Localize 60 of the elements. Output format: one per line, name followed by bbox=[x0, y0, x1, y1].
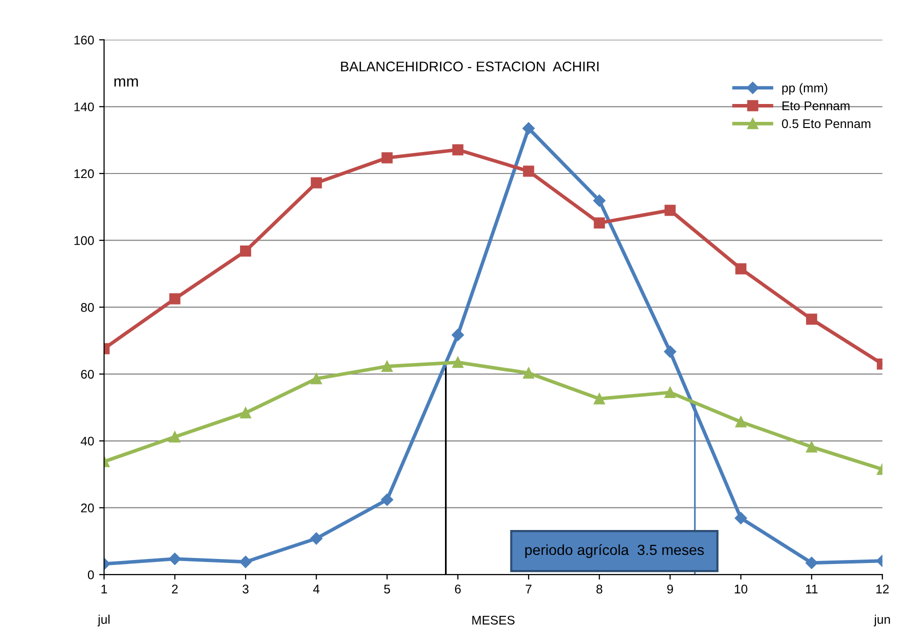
text: jul bbox=[98, 614, 110, 626]
y-tick-label: 40 bbox=[80, 436, 94, 446]
y-tick-label: 140 bbox=[74, 102, 94, 112]
legend-label: pp (mm) bbox=[782, 83, 828, 95]
y-tick-label: 160 bbox=[74, 36, 94, 44]
point bbox=[806, 314, 818, 325]
point bbox=[523, 166, 534, 177]
point bbox=[382, 152, 393, 164]
legend-label: 0.5 Eto Pennam bbox=[782, 119, 870, 128]
point bbox=[380, 494, 394, 506]
text: jun bbox=[874, 614, 890, 626]
point bbox=[522, 122, 535, 134]
y-tick-label: 20 bbox=[81, 504, 94, 512]
point bbox=[735, 263, 746, 274]
point bbox=[240, 245, 252, 257]
y-tick-label: 80 bbox=[80, 303, 94, 312]
point bbox=[452, 328, 464, 342]
point bbox=[169, 431, 180, 442]
x-tick-label: 8 bbox=[596, 584, 602, 594]
point bbox=[594, 393, 605, 404]
point bbox=[593, 194, 606, 207]
point bbox=[382, 360, 393, 372]
point bbox=[734, 512, 747, 524]
point bbox=[594, 217, 605, 229]
x-tick-label: 3 bbox=[242, 584, 249, 594]
y-tick-label: 0 bbox=[88, 570, 94, 580]
x-tick-label: 11 bbox=[806, 584, 818, 594]
y-tick-label: 60 bbox=[81, 370, 94, 379]
point bbox=[664, 346, 676, 358]
point bbox=[452, 356, 464, 368]
point bbox=[239, 556, 252, 568]
point bbox=[523, 367, 534, 379]
x-tick-label: 1 bbox=[102, 584, 107, 594]
point bbox=[735, 416, 746, 428]
y-tick-label: 120 bbox=[74, 169, 94, 178]
x-tick-label: 10 bbox=[734, 584, 748, 594]
point bbox=[452, 144, 464, 156]
point bbox=[169, 293, 180, 304]
x-tick-label: 6 bbox=[455, 584, 461, 594]
y-tick-label: 100 bbox=[74, 236, 94, 245]
annotation: periodo agrícola 3.5 meses bbox=[525, 544, 704, 558]
point bbox=[664, 204, 676, 216]
x-tick-label: 7 bbox=[526, 584, 532, 594]
x-tick-label: 5 bbox=[384, 584, 390, 594]
point bbox=[310, 532, 322, 545]
text: BALANCEHIDRICO - ESTACION ACHIRI bbox=[341, 62, 599, 72]
x-axis-title: MESES bbox=[472, 616, 515, 625]
point bbox=[664, 386, 676, 398]
point bbox=[240, 407, 252, 418]
x-tick-label: 2 bbox=[172, 584, 178, 594]
point bbox=[806, 556, 818, 569]
x-tick-label: 12 bbox=[876, 584, 889, 594]
point bbox=[310, 177, 322, 188]
x-tick-label: 4 bbox=[313, 584, 320, 594]
y-axis-title: mm bbox=[114, 78, 138, 87]
point bbox=[806, 441, 818, 452]
point bbox=[168, 552, 181, 565]
x-tick-label: 9 bbox=[667, 584, 673, 594]
legend-label: Eto Pennam bbox=[782, 102, 850, 110]
point bbox=[310, 373, 322, 384]
